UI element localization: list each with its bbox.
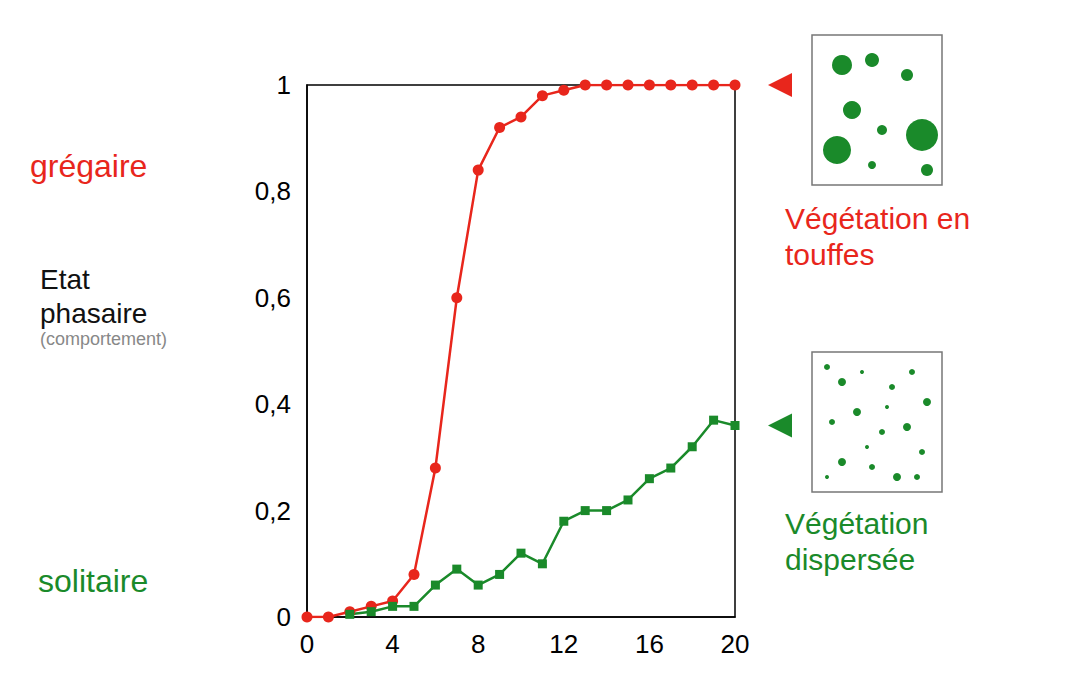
svg-text:0,6: 0,6 [255,283,291,313]
svg-text:1: 1 [277,70,291,100]
svg-text:Etat: Etat [40,264,98,295]
svg-text:16: 16 [635,629,664,659]
svg-text:Végétation en: Végétation en [785,202,979,235]
svg-text:dispersée: dispersée [785,543,915,576]
svg-text:4: 4 [385,629,399,659]
svg-text:0,8: 0,8 [255,176,291,206]
svg-text:touffes: touffes [785,238,875,271]
svg-text:0: 0 [300,629,314,659]
svg-text:0,4: 0,4 [255,389,291,419]
svg-text:12: 12 [549,629,578,659]
svg-text:20: 20 [721,629,750,659]
svg-text:0: 0 [277,602,291,632]
svg-text:solitaire: solitaire [38,563,148,599]
svg-text:(comportement): (comportement) [40,329,167,349]
svg-text:0,2: 0,2 [255,496,291,526]
svg-text:Végétation: Végétation [785,507,937,540]
svg-text:phasaire: phasaire [40,298,147,329]
svg-text:8: 8 [471,629,485,659]
svg-text:grégaire: grégaire [30,148,147,184]
